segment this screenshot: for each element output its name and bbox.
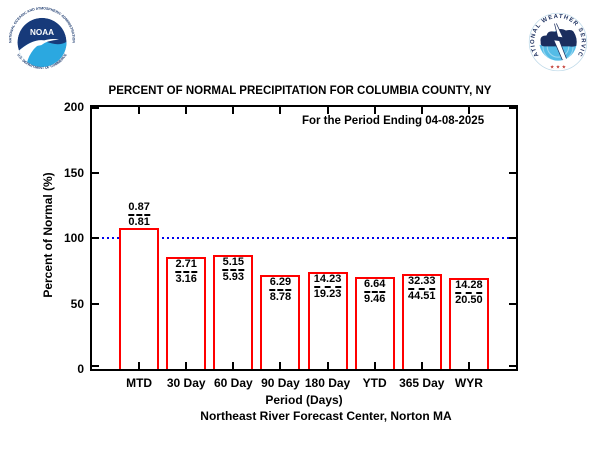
observed-value: 5.15 [222, 256, 245, 269]
y-tick [92, 237, 99, 239]
observed-value: 14.23 [313, 273, 342, 286]
y-tick [92, 365, 99, 367]
bar-value-label: 6.64 9.46 [363, 278, 386, 306]
y-tick-label: 50 [70, 296, 84, 311]
normal-value: 0.81 [128, 216, 150, 229]
x-tick-label: 90 Day [261, 376, 300, 390]
footer-caption: Northeast River Forecast Center, Norton … [200, 409, 452, 423]
x-tick [326, 107, 329, 114]
noaa-logo-svg: NATIONAL OCEANIC AND ATMOSPHERIC ADMINIS… [8, 6, 75, 70]
x-tick [279, 107, 282, 114]
x-tick [185, 107, 188, 114]
observed-value: 32.33 [408, 274, 436, 287]
noaa-logo-icon: NATIONAL OCEANIC AND ATMOSPHERIC ADMINIS… [8, 6, 76, 76]
bar-value-label: 32.33 44.51 [408, 274, 436, 302]
normal-value: 9.46 [363, 293, 386, 306]
x-tick [279, 362, 282, 369]
x-tick [467, 107, 470, 114]
bar-value-label: 14.23 19.23 [313, 273, 342, 301]
x-tick [373, 362, 376, 369]
fraction-separator [455, 291, 483, 294]
bar [307, 272, 348, 369]
y-tick [509, 171, 516, 174]
y-axis-title: Percent of Normal (%) [41, 172, 55, 298]
x-tick [138, 362, 141, 369]
nws-emblem [539, 23, 577, 61]
x-tick [185, 362, 188, 369]
fraction-separator [222, 269, 245, 272]
reference-line [92, 237, 516, 239]
bar-value-label: 5.15 5.93 [222, 256, 245, 284]
normal-value: 5.93 [222, 271, 245, 284]
y-tick [509, 107, 516, 109]
y-tick-label: 200 [63, 100, 84, 114]
x-tick-label: 180 Day [304, 376, 351, 390]
normal-value: 44.51 [408, 289, 436, 302]
nws-logo-icon: NATIONAL WEATHER SERVICE ★ ★ ★ [519, 2, 594, 79]
noaa-emblem [17, 17, 67, 67]
x-tick-label: 60 Day [213, 376, 253, 390]
observed-value: 6.64 [363, 278, 386, 291]
bar [166, 256, 207, 369]
observed-value: 2.71 [175, 257, 197, 270]
fraction-separator [313, 286, 342, 289]
x-axis-labels: MTD 30 Day 60 Day 90 Day 180 Day YTD 365 Day WY… [92, 376, 516, 390]
plot-area: For the Period Ending 04-08-2025 0.87 0.8… [90, 105, 518, 371]
x-tick-label: WYR [454, 376, 483, 390]
x-tick [232, 107, 235, 114]
bar-value-label: 2.71 3.16 [175, 257, 197, 285]
x-tick [420, 107, 423, 114]
x-tick [467, 362, 470, 369]
y-tick [509, 302, 516, 305]
y-tick [92, 302, 99, 305]
bar [119, 228, 160, 369]
x-tick-label: 30 Day [166, 376, 206, 390]
x-tick [373, 107, 376, 114]
fraction-separator [128, 214, 150, 217]
x-tick [326, 362, 329, 369]
y-axis-labels: 0 50 100 150 200 [0, 100, 85, 376]
bar-value-label: 0.87 0.81 [128, 201, 150, 229]
fraction-separator [175, 270, 197, 273]
bar [213, 255, 254, 369]
fraction-separator [363, 291, 386, 294]
fraction-separator [408, 287, 436, 290]
noaa-acronym: NOAA [30, 28, 54, 37]
normal-value: 19.23 [313, 288, 342, 301]
y-tick [92, 171, 99, 174]
bar-value-label: 14.28 20.50 [455, 278, 483, 306]
normal-value: 8.78 [269, 291, 292, 304]
y-tick-label: 150 [63, 165, 84, 180]
nws-stars: ★ ★ ★ [550, 65, 567, 71]
y-tick [509, 365, 516, 367]
x-tick-label: MTD [126, 376, 153, 390]
normal-value: 20.50 [455, 293, 483, 306]
y-tick [509, 237, 516, 239]
x-axis-title: Period (Days) [265, 393, 343, 407]
bar-value-label: 6.29 8.78 [269, 276, 292, 304]
x-tick-label: 365 Day [399, 376, 445, 390]
observed-value: 6.29 [269, 276, 292, 289]
normal-value: 3.16 [175, 272, 197, 285]
x-tick [138, 107, 141, 114]
nws-logo-svg: NATIONAL WEATHER SERVICE ★ ★ ★ [519, 2, 588, 72]
fraction-separator [269, 289, 292, 292]
x-tick-label: YTD [362, 376, 387, 390]
y-tick-label: 0 [77, 362, 84, 376]
observed-value: 0.87 [128, 201, 150, 214]
observed-value: 14.28 [455, 278, 483, 291]
x-tick [420, 362, 423, 369]
period-ending-label: For the Period Ending 04-08-2025 [301, 115, 485, 127]
x-tick [232, 362, 235, 369]
y-tick-label: 100 [63, 231, 84, 245]
y-tick [92, 107, 99, 109]
chart-title: PERCENT OF NORMAL PRECIPITATION FOR COLU… [108, 85, 492, 97]
